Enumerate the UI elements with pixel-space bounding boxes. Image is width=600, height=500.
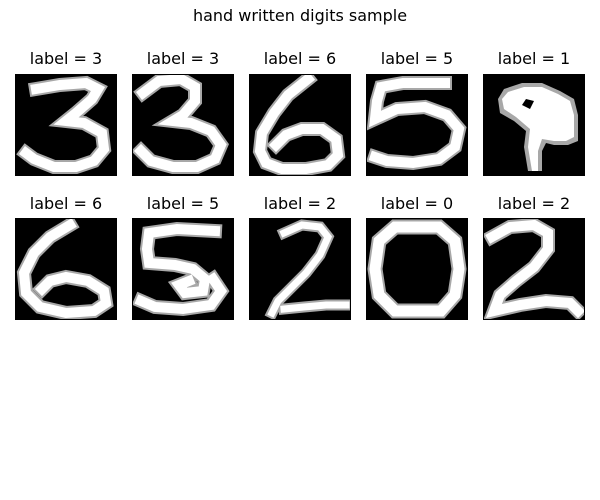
digit-5-drawing — [367, 75, 467, 175]
digit-3-drawing — [133, 75, 233, 175]
digit-image-2 — [132, 74, 234, 176]
digit-image-10 — [483, 218, 585, 320]
figure-title: hand written digits sample — [0, 6, 600, 26]
digit-1-drawing — [484, 75, 584, 175]
panel-title-10: label = 2 — [464, 194, 600, 214]
digit-2-drawing — [484, 219, 584, 319]
digit-0-drawing — [367, 219, 467, 319]
digit-6-drawing — [250, 75, 350, 175]
digit-image-6 — [15, 218, 117, 320]
digit-image-9 — [366, 218, 468, 320]
digit-5-drawing — [133, 219, 233, 319]
digit-image-1 — [15, 74, 117, 176]
digit-image-8 — [249, 218, 351, 320]
digit-image-5 — [483, 74, 585, 176]
digit-6-drawing — [16, 219, 116, 319]
panel-title-5: label = 1 — [464, 49, 600, 69]
digit-image-7 — [132, 218, 234, 320]
digit-image-3 — [249, 74, 351, 176]
digit-3-drawing — [16, 75, 116, 175]
digit-image-4 — [366, 74, 468, 176]
digit-2-drawing — [250, 219, 350, 319]
